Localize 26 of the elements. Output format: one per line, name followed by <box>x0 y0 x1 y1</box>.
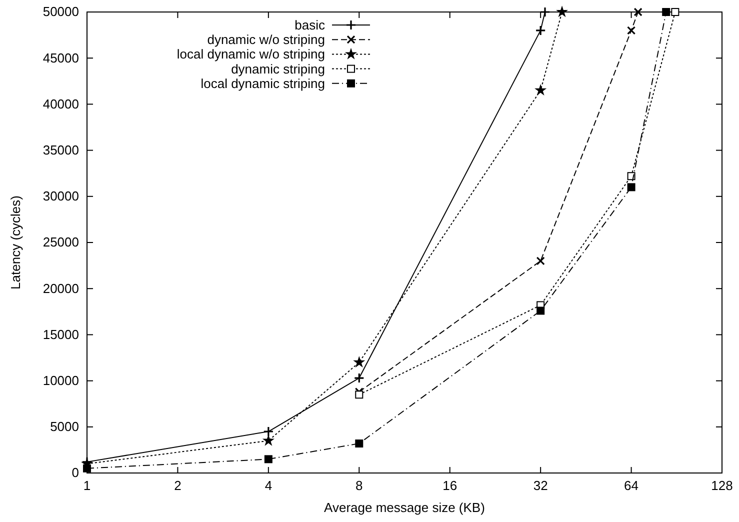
x-tick-label: 128 <box>711 478 733 494</box>
x-tick-label: 1 <box>83 478 91 494</box>
y-tick-label: 10000 <box>42 372 79 388</box>
legend-label: dynamic w/o striping <box>207 32 325 48</box>
legend-label: local dynamic w/o striping <box>176 46 325 62</box>
x-tick-label: 64 <box>624 478 639 494</box>
y-tick-label: 50000 <box>42 4 79 20</box>
y-tick-label: 45000 <box>42 50 79 66</box>
x-tick-label: 2 <box>174 478 182 494</box>
y-axis-title: Latency (cycles) <box>8 196 23 290</box>
x-tick-label: 16 <box>442 478 458 494</box>
legend-label: local dynamic striping <box>200 76 325 91</box>
x-tick-label: 32 <box>533 478 548 494</box>
y-tick-label: 5000 <box>50 419 79 434</box>
y-tick-label: 30000 <box>42 188 79 204</box>
y-tick-label: 0 <box>72 465 79 480</box>
y-tick-label: 35000 <box>42 142 79 158</box>
y-tick-label: 20000 <box>42 280 79 296</box>
y-tick-label: 40000 <box>42 96 79 112</box>
y-tick-label: 15000 <box>42 326 79 342</box>
y-tick-label: 25000 <box>42 234 79 250</box>
x-tick-label: 8 <box>356 478 363 494</box>
x-axis-title: Average message size (KB) <box>324 500 485 515</box>
x-tick-label: 4 <box>264 478 272 494</box>
legend-label: dynamic striping <box>231 61 325 76</box>
legend-label: basic <box>294 18 326 32</box>
